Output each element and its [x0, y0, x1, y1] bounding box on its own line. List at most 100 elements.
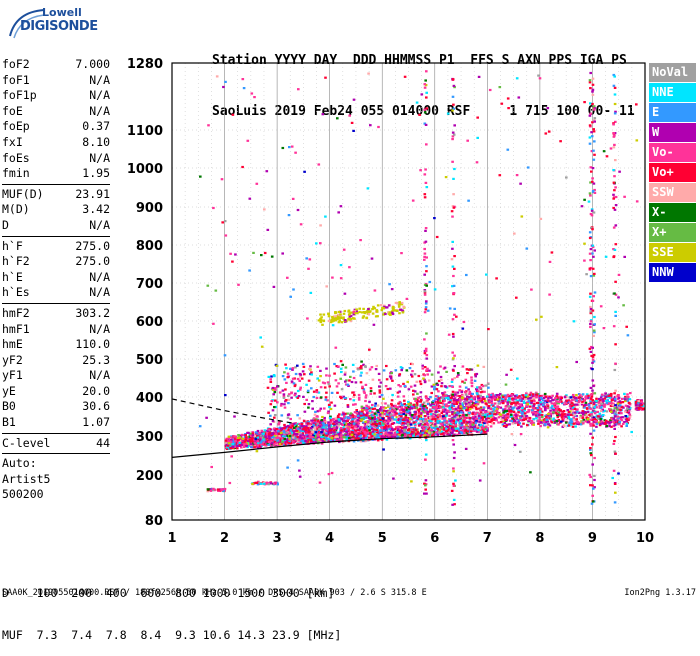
echo-point: [394, 432, 397, 434]
echo-point: [255, 438, 258, 440]
echo-point: [338, 413, 341, 415]
echo-point: [401, 404, 404, 406]
echo-point: [351, 381, 354, 383]
echo-point: [409, 367, 412, 369]
echo-point: [341, 388, 344, 390]
echo-point: [302, 425, 305, 427]
echo-point: [383, 369, 386, 371]
echo-point: [469, 391, 472, 393]
echo-point: [551, 402, 554, 404]
echo-point: [346, 413, 349, 415]
echo-point: [514, 404, 517, 406]
echo-point: [428, 379, 431, 381]
echo-point: [435, 431, 438, 433]
echo-point: [496, 394, 499, 396]
echo-point: [420, 412, 423, 414]
echo-point: [431, 432, 434, 434]
echo-point: [483, 398, 486, 400]
echo-point: [553, 418, 556, 420]
echo-point: [569, 422, 572, 424]
echo-point: [269, 423, 272, 425]
echo-point: [342, 413, 345, 415]
echo-point: [353, 396, 356, 398]
echo-point: [464, 426, 467, 428]
echo-point: [364, 421, 367, 423]
echo-point: [475, 418, 478, 420]
echo-point: [402, 422, 405, 424]
echo-point: [274, 391, 277, 393]
echo-point: [471, 393, 474, 395]
echo-point: [420, 399, 423, 401]
echo-point: [594, 418, 597, 420]
echo-point: [433, 384, 436, 386]
echo-point: [317, 435, 320, 437]
echo-point: [244, 434, 247, 436]
echo-point: [351, 434, 354, 436]
echo-point: [436, 416, 439, 418]
echo-point: [434, 428, 437, 430]
echo-point: [528, 394, 531, 396]
echo-point: [325, 396, 328, 398]
echo-point: [459, 402, 462, 404]
echo-point: [614, 407, 617, 409]
echo-point: [582, 422, 585, 424]
echo-point: [307, 390, 310, 392]
echo-point: [274, 438, 277, 440]
echo-point: [310, 387, 313, 389]
echo-point: [328, 404, 331, 406]
echo-point: [319, 410, 322, 412]
echo-point: [360, 381, 363, 383]
echo-point: [460, 431, 463, 433]
echo-point: [400, 415, 403, 417]
echo-point: [267, 429, 270, 431]
echo-point: [478, 413, 481, 415]
echo-point: [333, 421, 336, 423]
echo-point: [355, 430, 358, 432]
echo-point: [379, 423, 382, 425]
echo-point: [320, 408, 323, 410]
echo-point: [277, 439, 280, 441]
echo-point: [283, 403, 286, 405]
echo-point: [289, 418, 292, 420]
echo-point: [461, 422, 464, 424]
echo-point: [370, 387, 373, 389]
echo-point: [416, 393, 419, 395]
echo-point: [276, 437, 279, 439]
echo-point: [506, 395, 509, 397]
echo-point: [554, 397, 557, 399]
echo-point: [463, 432, 466, 434]
echo-point: [316, 391, 319, 393]
echo-point: [319, 370, 322, 372]
echo-point: [284, 407, 287, 409]
echo-point: [438, 414, 441, 416]
echo-point: [310, 440, 313, 442]
echo-point: [478, 415, 481, 417]
echo-point: [284, 364, 287, 366]
echo-point: [280, 428, 283, 430]
echo-point: [299, 435, 302, 437]
echo-point: [456, 376, 459, 378]
echo-point: [395, 369, 398, 371]
echo-point: [437, 434, 440, 436]
echo-point: [483, 391, 486, 393]
echo-point: [390, 414, 393, 416]
echo-point: [511, 397, 514, 399]
echo-point: [349, 376, 352, 378]
echo-point: [293, 423, 296, 425]
echo-point: [593, 402, 596, 404]
echo-point: [228, 436, 231, 438]
echo-point: [242, 438, 245, 440]
echo-point: [302, 442, 305, 444]
echo-point: [382, 430, 385, 432]
echo-point: [546, 419, 549, 421]
echo-point: [298, 439, 301, 441]
echo-point: [414, 390, 417, 392]
echo-point: [536, 394, 539, 396]
echo-point: [327, 412, 330, 414]
echo-point: [627, 396, 630, 398]
echo-point: [368, 429, 371, 431]
echo-point: [291, 425, 294, 427]
echo-point: [412, 393, 415, 395]
echo-point: [568, 417, 571, 419]
echo-point: [530, 400, 533, 402]
